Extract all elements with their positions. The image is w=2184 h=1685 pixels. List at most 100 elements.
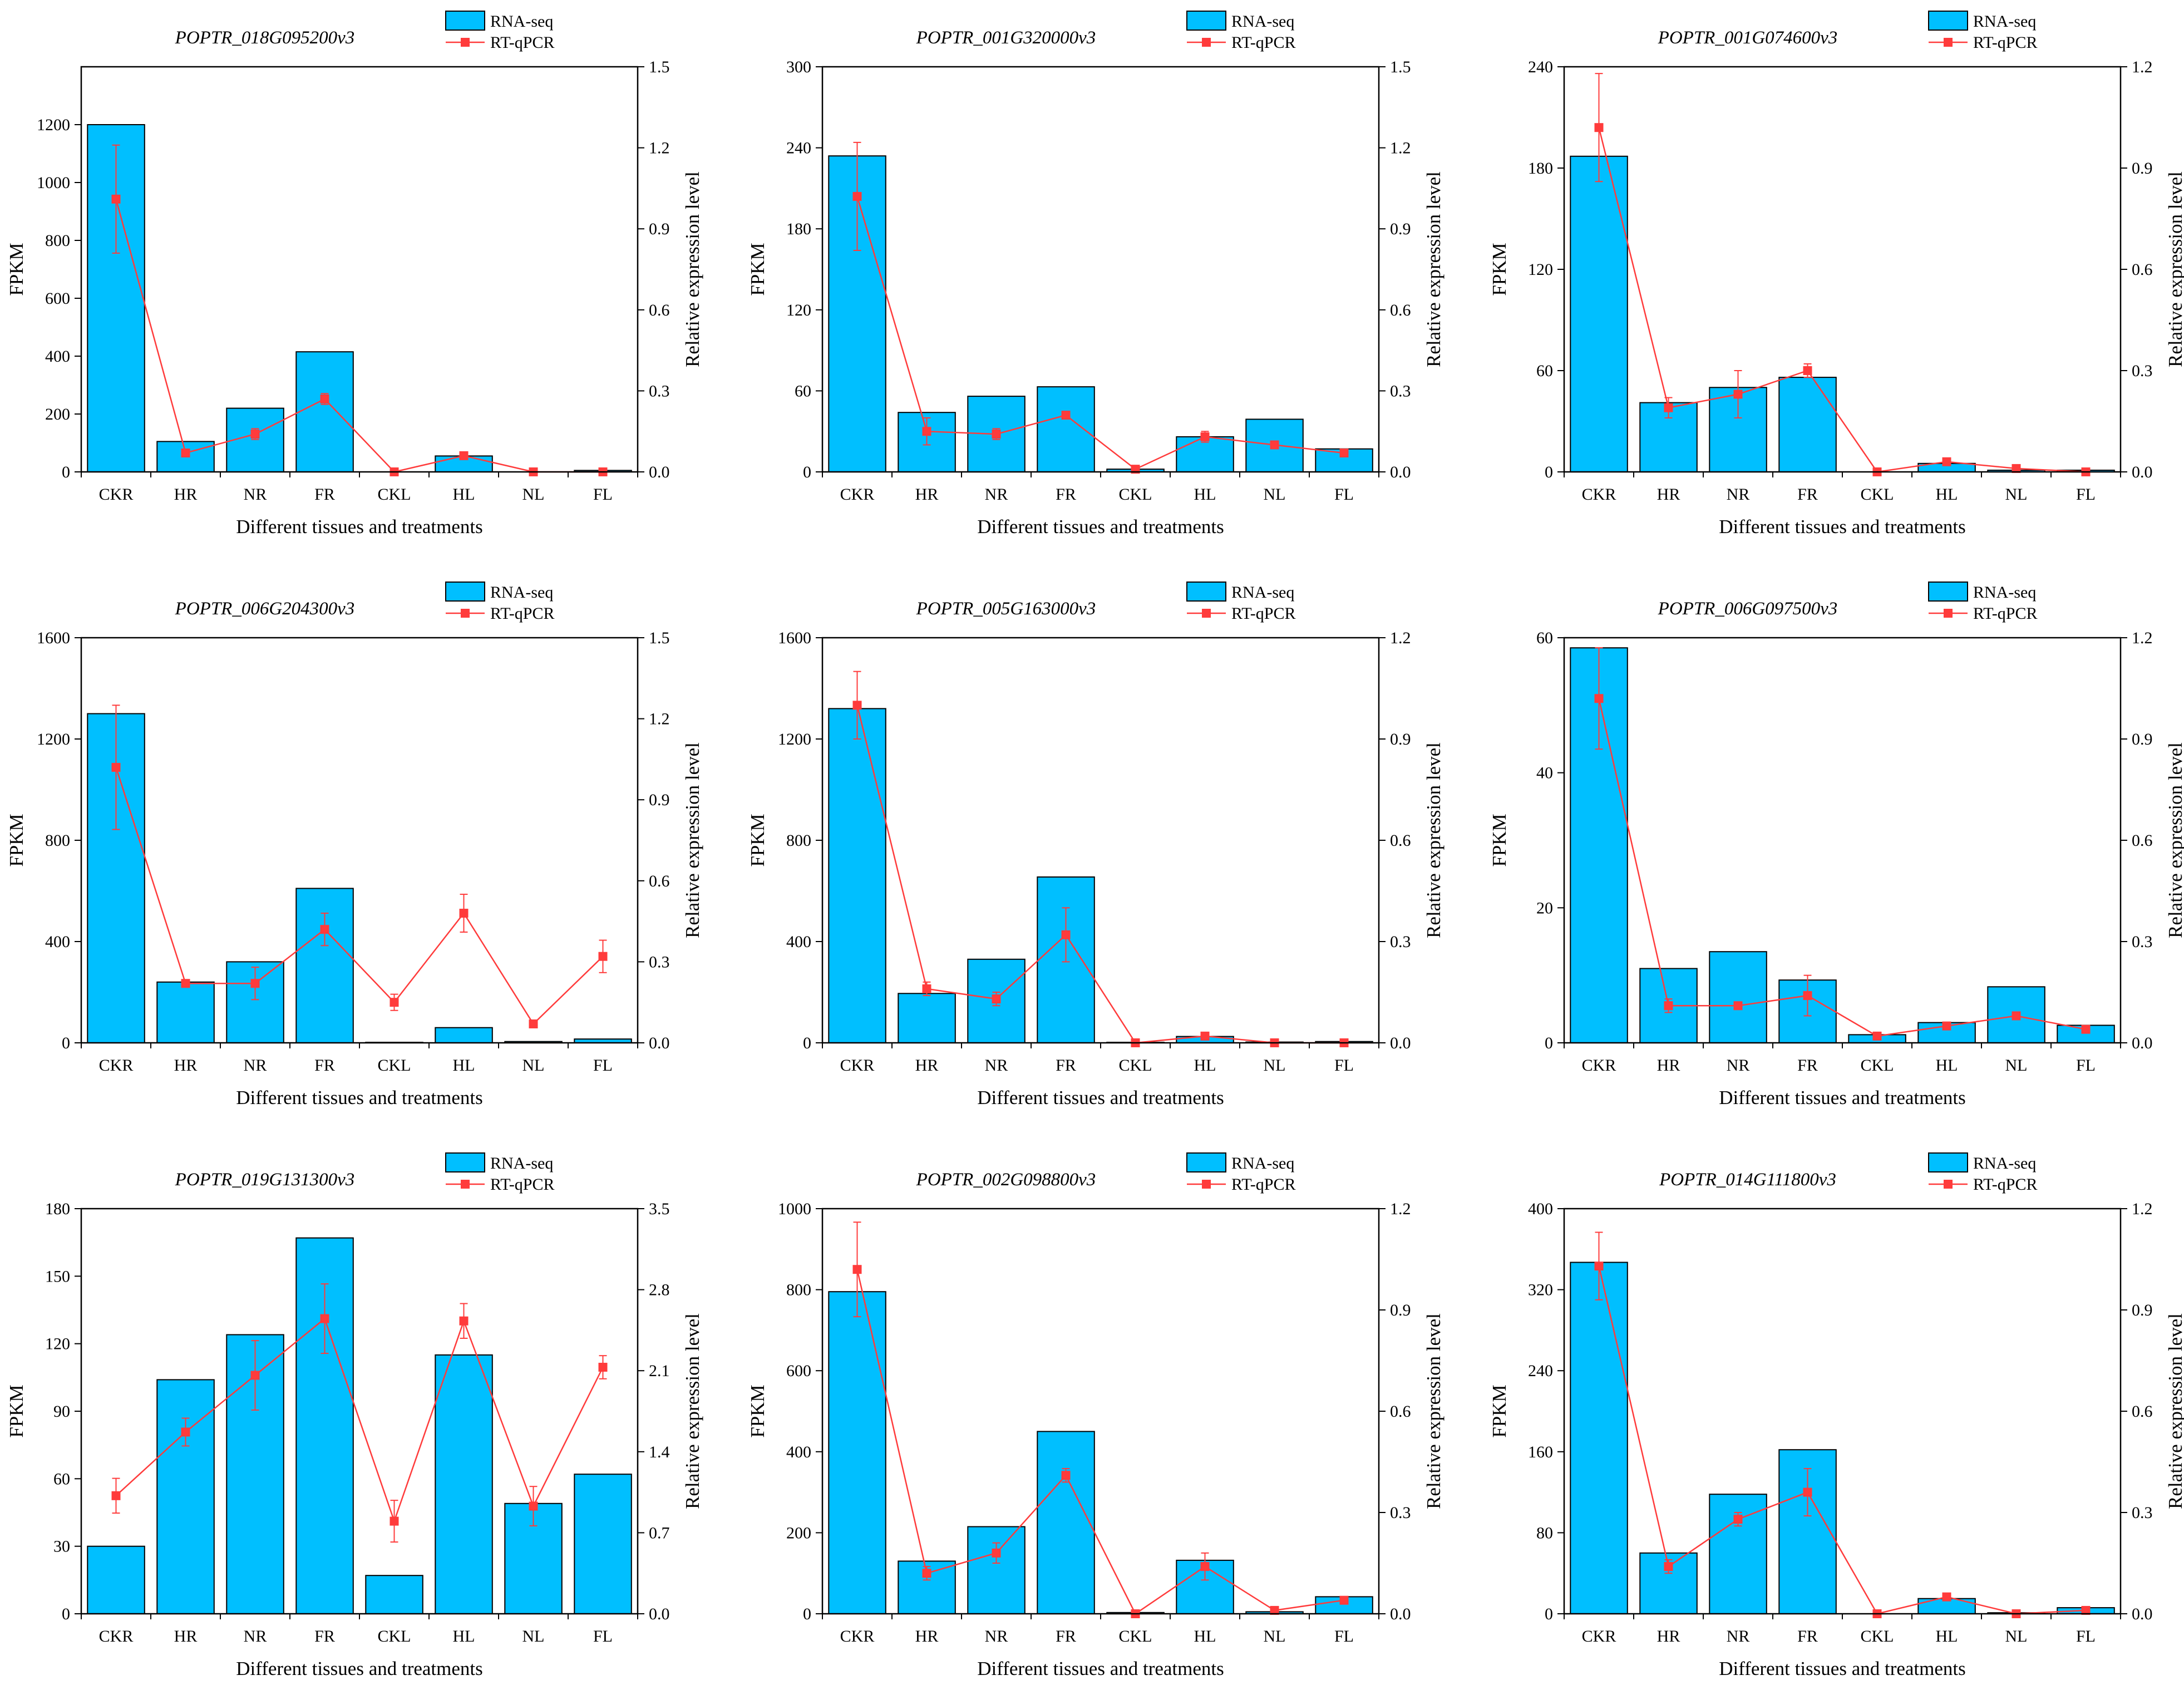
bar-ckl bbox=[365, 1575, 423, 1614]
rt-qpcr-point-hr bbox=[1664, 1001, 1673, 1011]
x-tick-label-nr: NR bbox=[1727, 1627, 1750, 1645]
y-tick-label: 0 bbox=[1545, 1605, 1553, 1623]
y2-axis-title: Relative expression level bbox=[682, 742, 703, 938]
x-tick-label-ckr: CKR bbox=[1582, 1056, 1616, 1075]
rt-qpcr-line bbox=[115, 1317, 604, 1524]
y2-tick-label: 0.9 bbox=[2132, 1301, 2153, 1319]
x-tick-label-ckl: CKL bbox=[378, 485, 411, 504]
chart-title: POPTR_001G320000v3 bbox=[916, 28, 1096, 48]
x-tick-label-nr: NR bbox=[985, 485, 1008, 504]
rt-qpcr-point-hl bbox=[1200, 432, 1210, 441]
rt-qpcr-point-nr bbox=[1733, 1001, 1743, 1011]
x-tick-label-hl: HL bbox=[1936, 485, 1958, 504]
x-tick-label-nr: NR bbox=[1727, 485, 1750, 504]
legend-label-rt-qpcr: RT-qPCR bbox=[1973, 33, 2037, 52]
y2-tick-label: 0.3 bbox=[2132, 1504, 2153, 1522]
y2-tick-label: 1.2 bbox=[2132, 58, 2153, 76]
y2-tick-label: 1.2 bbox=[649, 139, 670, 157]
rt-qpcr-point-ckr bbox=[852, 191, 862, 201]
rt-qpcr-point-ckr bbox=[111, 762, 121, 772]
legend-label-rna-seq: RNA-seq bbox=[1231, 583, 1294, 602]
rt-qpcr-line bbox=[1598, 1265, 2086, 1615]
rt-qpcr-point-hl bbox=[1942, 1592, 1951, 1602]
x-tick-label-fr: FR bbox=[314, 1627, 335, 1645]
y2-tick-label: 0.6 bbox=[2132, 260, 2153, 279]
y2-tick-label: 1.5 bbox=[649, 629, 670, 647]
y2-axis-title: Relative expression level bbox=[1423, 742, 1445, 938]
y-tick-label: 60 bbox=[1536, 362, 1553, 380]
chart-panel-7: CKR HR NR FR CKL HL NL FL 0 30 60 90 120 150 180 0.0 0.7… bbox=[6, 1152, 703, 1679]
bar-fr bbox=[1037, 386, 1095, 472]
rt-qpcr-point-hr bbox=[1664, 1562, 1673, 1571]
y2-axis-title: Relative expression level bbox=[2165, 1313, 2184, 1509]
y-tick-label: 400 bbox=[1528, 1200, 1553, 1218]
y2-tick-label: 0.9 bbox=[2132, 159, 2153, 178]
y-tick-label: 0 bbox=[803, 1605, 811, 1623]
rt-qpcr-point-ckr bbox=[852, 1265, 862, 1274]
y2-tick-label: 0.9 bbox=[1390, 220, 1411, 238]
x-tick-label-hl: HL bbox=[1194, 485, 1216, 504]
y2-tick-label: 1.2 bbox=[1390, 1200, 1411, 1218]
y-axis-title: FPKM bbox=[1488, 1385, 1510, 1437]
x-tick-label-hr: HR bbox=[915, 1056, 939, 1075]
x-tick-label-nl: NL bbox=[522, 1627, 545, 1645]
legend-swatch-rt-qpcr-marker bbox=[461, 38, 470, 47]
legend-swatch-rt-qpcr-marker bbox=[461, 1180, 470, 1189]
y-axis-title: FPKM bbox=[6, 814, 27, 866]
y2-tick-label: 0.9 bbox=[649, 220, 670, 238]
legend-label-rt-qpcr: RT-qPCR bbox=[1231, 1175, 1295, 1194]
y-tick-label: 120 bbox=[1528, 260, 1553, 279]
x-tick-label-hr: HR bbox=[174, 1056, 198, 1075]
x-tick-label-hr: HR bbox=[1657, 1056, 1680, 1075]
x-tick-label-ckr: CKR bbox=[99, 1056, 134, 1075]
x-tick-label-hl: HL bbox=[453, 1056, 475, 1075]
x-tick-label-nl: NL bbox=[522, 485, 545, 504]
chart-panel-8: CKR HR NR FR CKL HL NL FL 0 200 400 600 800 1000 0.0 0.… bbox=[747, 1152, 1445, 1679]
x-tick-label-nr: NR bbox=[985, 1627, 1008, 1645]
y-axis-title: FPKM bbox=[6, 243, 27, 295]
legend-label-rt-qpcr: RT-qPCR bbox=[1231, 33, 1295, 52]
y2-tick-label: 0.0 bbox=[1390, 1605, 1411, 1623]
legend-label-rt-qpcr: RT-qPCR bbox=[490, 1175, 554, 1194]
legend-label-rna-seq: RNA-seq bbox=[490, 1154, 553, 1172]
legend-swatch-rt-qpcr-marker bbox=[1202, 38, 1211, 47]
y-tick-label: 1600 bbox=[37, 629, 70, 647]
x-tick-label-ckl: CKL bbox=[1119, 1056, 1152, 1075]
rt-qpcr-point-fl bbox=[598, 1362, 608, 1372]
y-tick-label: 0 bbox=[803, 1034, 811, 1052]
y2-tick-label: 0.0 bbox=[1390, 463, 1411, 481]
x-tick-label-nl: NL bbox=[2005, 1627, 2028, 1645]
y-axis-title: FPKM bbox=[6, 1385, 27, 1437]
bar-ckr bbox=[87, 1545, 145, 1614]
rt-qpcr-point-hr bbox=[181, 979, 190, 988]
y-tick-label: 1200 bbox=[37, 730, 70, 748]
chart-panel-3: CKR HR NR FR CKL HL NL FL 0 60 120 180 240 0.0 0.3 0.6 0… bbox=[1488, 11, 2184, 538]
x-tick-label-nl: NL bbox=[1264, 1056, 1286, 1075]
x-tick-label-hl: HL bbox=[1936, 1627, 1958, 1645]
rt-qpcr-point-hr bbox=[181, 1427, 190, 1437]
bar-hl bbox=[435, 1354, 493, 1614]
x-axis-title: Different tissues and treatments bbox=[1719, 1087, 1966, 1108]
legend-swatch-rt-qpcr-marker bbox=[461, 609, 470, 618]
x-tick-label-hr: HR bbox=[174, 485, 198, 504]
x-tick-label-fr: FR bbox=[1056, 1056, 1076, 1075]
x-tick-label-fl: FL bbox=[1334, 1627, 1354, 1645]
x-tick-label-ckl: CKL bbox=[1861, 1627, 1894, 1645]
legend-swatch-rt-qpcr-marker bbox=[1944, 38, 1953, 47]
x-tick-label-hr: HR bbox=[915, 485, 939, 504]
x-tick-label-ckr: CKR bbox=[99, 1627, 134, 1645]
y-tick-label: 1000 bbox=[37, 174, 70, 192]
y-tick-label: 120 bbox=[45, 1335, 70, 1353]
x-tick-label-ckr: CKR bbox=[1582, 485, 1616, 504]
bar-fr bbox=[1778, 377, 1837, 472]
y2-axis-title: Relative expression level bbox=[682, 171, 703, 367]
x-tick-label-fr: FR bbox=[1056, 1627, 1076, 1645]
plot-frame bbox=[80, 66, 639, 473]
y-tick-label: 400 bbox=[45, 933, 70, 951]
bar-fl bbox=[574, 1474, 632, 1614]
x-tick-label-fl: FL bbox=[593, 1627, 613, 1645]
y2-tick-label: 0.3 bbox=[2132, 933, 2153, 951]
legend-swatch-rna-seq bbox=[445, 1152, 485, 1172]
y-tick-label: 400 bbox=[45, 347, 70, 366]
chart-title: POPTR_018G095200v3 bbox=[175, 28, 355, 48]
